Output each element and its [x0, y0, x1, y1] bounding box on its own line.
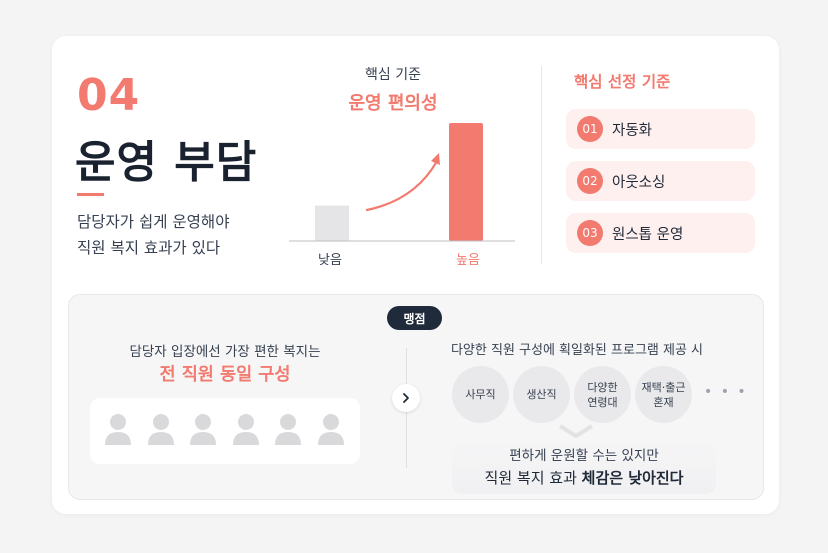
bar-label-high: 높음	[456, 253, 480, 268]
criteria-label: 아웃소싱	[612, 174, 666, 191]
bar-low	[315, 205, 349, 241]
person-icon	[189, 412, 217, 450]
criteria-item-1: 01 자동화	[566, 109, 755, 149]
people-box	[90, 398, 360, 464]
group-label-line-1: 재택·출근	[641, 380, 686, 394]
criteria-number-badge: 01	[577, 116, 603, 142]
person-icon	[104, 412, 132, 450]
criteria-item-3: 03 원스톱 운영	[566, 213, 755, 253]
bar-label-low: 낮음	[318, 253, 342, 268]
criteria-title: 핵심 선정 기준	[574, 73, 671, 91]
conclusion-line-2: 직원 복지 효과 체감은 낮아진다	[452, 467, 716, 488]
left-subtitle: 담당자 입장에선 가장 편한 복지는	[129, 344, 321, 360]
trend-arrowhead	[431, 153, 440, 165]
next-arrow-button[interactable]	[392, 384, 420, 412]
more-dots: • • •	[704, 384, 748, 400]
criteria-label: 자동화	[612, 122, 653, 139]
group-label-line-2: 연령대	[587, 395, 618, 409]
person-icon	[317, 412, 345, 450]
right-heading: 다양한 직원 구성에 획일화된 프로그램 제공 시	[450, 343, 704, 358]
group-circle: 사무직	[452, 366, 509, 423]
title-underline	[77, 193, 104, 196]
person-icon	[232, 412, 260, 450]
chart-subtitle: 핵심 기준	[365, 67, 421, 83]
description-line-2: 직원 복지 효과가 있다	[77, 239, 221, 257]
group-label-line-1: 사무직	[465, 388, 496, 401]
conclusion-prefix: 직원 복지 효과	[484, 469, 582, 487]
vertical-divider	[541, 66, 542, 264]
criteria-number-badge: 02	[577, 168, 603, 194]
group-circle: 다양한 연령대	[574, 366, 631, 423]
blind-spot-pill: 맹점	[387, 306, 442, 330]
group-circle: 생산직	[513, 366, 570, 423]
person-icon	[274, 412, 302, 450]
conclusion-box	[452, 438, 716, 494]
page-title: 운영 부담	[75, 137, 258, 188]
criteria-label: 원스톱 운영	[612, 226, 684, 243]
person-icon	[147, 412, 175, 450]
chevron-right-icon	[403, 393, 409, 403]
conclusion-emphasis: 체감은 낮아진다	[581, 469, 684, 487]
criteria-item-2: 02 아웃소싱	[566, 161, 755, 201]
left-heading: 전 직원 동일 구성	[159, 365, 291, 385]
section-number: 04	[77, 70, 141, 121]
criteria-number-badge: 03	[577, 220, 603, 246]
group-label-line-1: 다양한	[587, 380, 618, 394]
bar-high	[449, 123, 483, 241]
chevron-down-icon	[558, 424, 594, 438]
trend-arrow	[365, 159, 439, 212]
description-line-1: 담당자가 쉽게 운영해야	[77, 213, 230, 231]
group-label-line-2: 혼재	[653, 395, 674, 409]
section-description: 담당자가 쉽게 운영해야 직원 복지 효과가 있다	[77, 209, 229, 261]
group-label-line-1: 생산직	[526, 388, 557, 401]
group-circle: 재택·출근 혼재	[635, 366, 692, 423]
bar-chart	[289, 123, 515, 242]
conclusion-line-1: 편하게 운원할 수는 있지만	[509, 448, 659, 464]
chart-heading: 운영 편의성	[348, 93, 438, 114]
